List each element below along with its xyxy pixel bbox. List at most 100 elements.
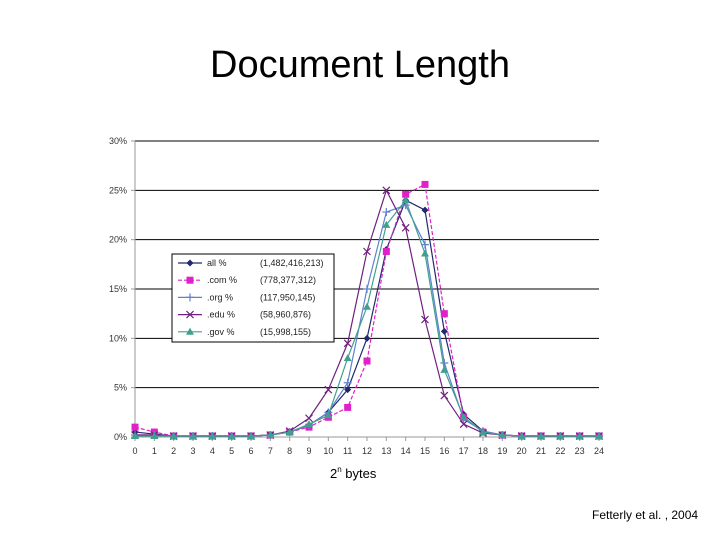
data-point [595, 432, 603, 440]
legend-name: all % [207, 258, 227, 268]
data-point [402, 190, 410, 198]
y-tick-label: 15% [109, 284, 127, 294]
x-tick-label: 2 [171, 446, 176, 456]
legend-count: (1,482,416,213) [260, 258, 324, 268]
chart-series [131, 180, 603, 441]
legend-count: (778,377,312) [260, 275, 316, 285]
x-tick-label: 12 [362, 446, 372, 456]
x-tick-label: 24 [594, 446, 604, 456]
data-point [363, 302, 371, 310]
data-point [305, 420, 313, 428]
data-point [479, 428, 487, 436]
data-point [266, 431, 275, 439]
y-tick-label: 0% [114, 432, 127, 442]
legend-entry: .org % (117,950,145) [178, 292, 315, 302]
data-point [382, 208, 391, 217]
data-point [169, 432, 178, 440]
x-tick-label: 14 [401, 446, 411, 456]
data-point [459, 420, 468, 429]
x-tick-label: 23 [575, 446, 585, 456]
data-point [498, 431, 507, 439]
legend-entry: all % (1,482,416,213) [178, 258, 324, 268]
x-tick-label: 3 [190, 446, 195, 456]
legend-marker [186, 276, 194, 284]
data-point [537, 432, 545, 440]
legend-name: .edu % [207, 310, 235, 320]
data-point [227, 432, 236, 440]
chart-legend: all % (1,482,416,213) .com % (778,377,312).… [171, 253, 335, 343]
data-point [305, 414, 313, 423]
citation: Fetterly et al. , 2004 [592, 508, 699, 522]
legend-count: (117,950,145) [260, 292, 315, 302]
x-tick-label: 16 [439, 446, 449, 456]
data-point [343, 378, 352, 387]
data-point [363, 357, 371, 365]
x-tick-label: 0 [132, 446, 137, 456]
data-point [363, 247, 371, 256]
data-point [131, 423, 139, 431]
data-point [150, 432, 159, 440]
data-point [247, 432, 255, 440]
data-point [131, 432, 139, 440]
data-point [382, 220, 391, 228]
x-tick-label: 13 [381, 446, 391, 456]
x-tick-label: 19 [497, 446, 507, 456]
x-axis-ticks: 0 1 2 3 4 5 6 7 8 9 10 11 12 13 14 15 16 17 18 19 20 21 22 23 24 [132, 437, 604, 456]
data-point [285, 428, 294, 436]
data-point [421, 249, 429, 257]
x-tick-label: 15 [420, 446, 430, 456]
y-tick-label: 25% [109, 185, 127, 195]
legend-name: .gov % [207, 327, 235, 337]
data-point [421, 206, 429, 214]
data-point [421, 315, 429, 324]
x-tick-label: 1 [152, 446, 157, 456]
legend-count: (15,998,155) [260, 327, 311, 337]
y-tick-label: 5% [114, 383, 127, 393]
x-tick-label: 9 [306, 446, 311, 456]
data-point [440, 310, 448, 318]
x-tick-label: 18 [478, 446, 488, 456]
legend-marker [186, 310, 194, 319]
legend-marker [186, 327, 194, 335]
legend-entry: .gov % (15,998,155) [178, 327, 311, 337]
x-tick-label: 4 [210, 446, 215, 456]
data-point [459, 413, 468, 421]
legend-marker [186, 259, 194, 267]
data-point [343, 339, 352, 348]
y-tick-label: 30% [109, 136, 127, 146]
series-4 [131, 196, 603, 440]
x-tick-label: 21 [536, 446, 546, 456]
x-tick-label: 10 [323, 446, 333, 456]
legend-entry: .com % (778,377,312) [178, 275, 316, 285]
data-point [556, 432, 565, 440]
data-point [440, 365, 449, 373]
x-axis-label: 2n bytes [330, 465, 377, 481]
data-point [189, 432, 197, 440]
data-point [440, 327, 448, 335]
data-point [440, 359, 449, 367]
data-point [382, 248, 390, 256]
x-tick-label: 20 [517, 446, 527, 456]
x-tick-label: 7 [268, 446, 273, 456]
slide-title: Document Length [210, 44, 510, 86]
x-tick-label: 6 [248, 446, 253, 456]
data-point [421, 180, 429, 188]
x-tick-label: 17 [459, 446, 469, 456]
data-point [575, 432, 584, 440]
x-tick-label: 8 [287, 446, 292, 456]
x-tick-label: 11 [343, 446, 352, 456]
legend-marker [186, 293, 194, 302]
data-point [324, 411, 333, 419]
data-point [382, 186, 391, 195]
legend-name: .org % [207, 292, 233, 302]
legend-entry: .edu % (58,960,876) [178, 310, 311, 320]
data-point [344, 403, 352, 411]
data-point [401, 223, 410, 232]
data-point [363, 334, 371, 342]
data-point [343, 354, 352, 362]
legend-name: .com % [207, 275, 237, 285]
data-point [344, 386, 352, 394]
y-tick-label: 10% [109, 333, 127, 343]
legend-count: (58,960,876) [260, 310, 311, 320]
